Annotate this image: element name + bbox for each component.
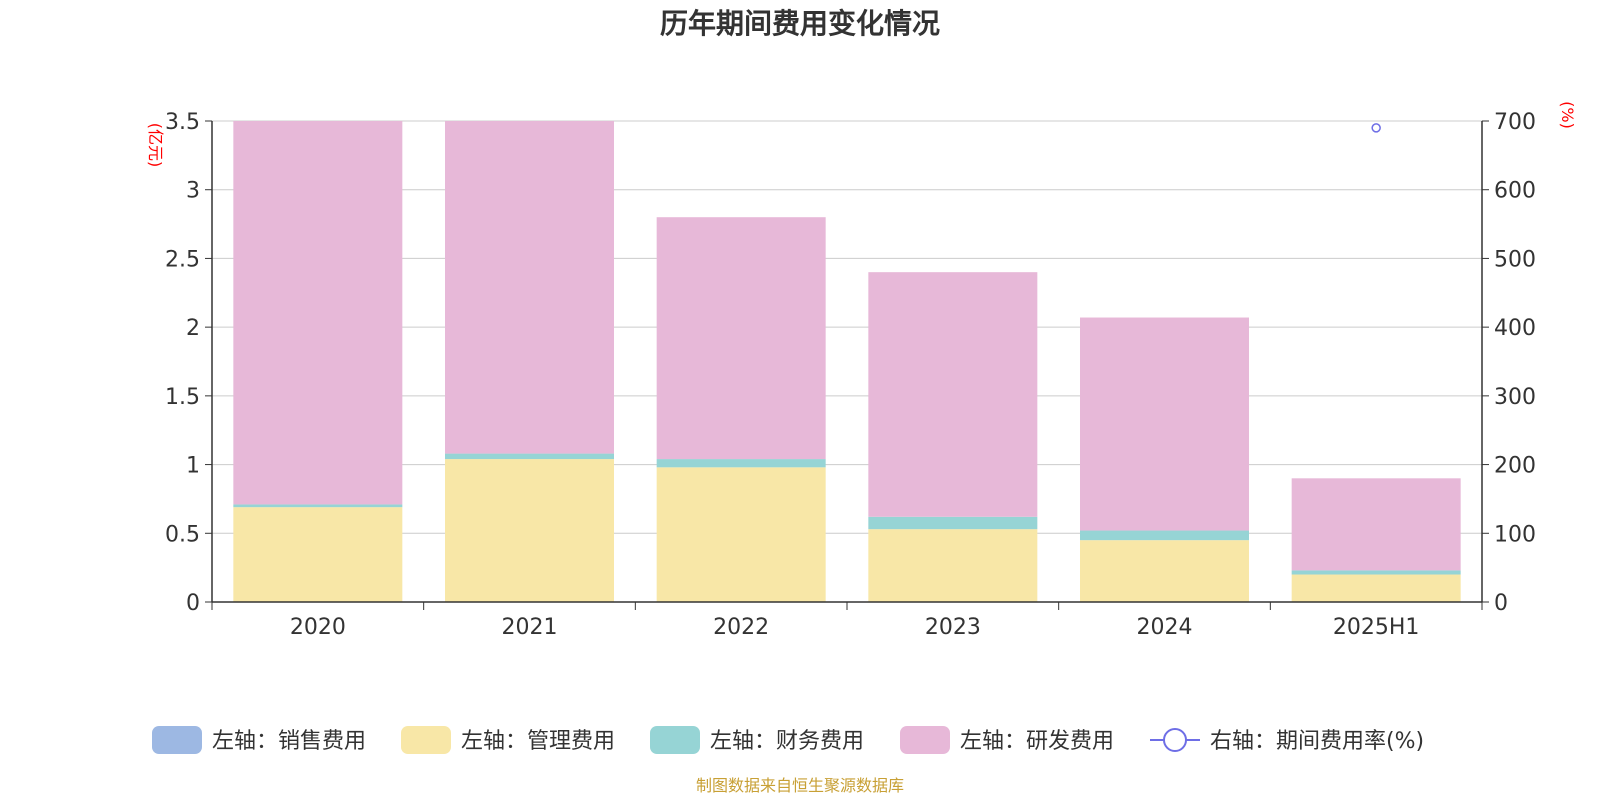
bar-segment [233, 504, 403, 508]
y-left-tick-label: 2 [186, 316, 200, 341]
bar-segment [656, 459, 826, 468]
x-tick-label: 2023 [925, 615, 981, 640]
bar-segment [1080, 540, 1249, 602]
bar-segment [233, 121, 403, 505]
y-left-tick-label: 3.5 [165, 110, 200, 135]
y-left-tick-label: 1 [186, 454, 200, 479]
axes: 0 0.5 1 1.5 2 2.5 3 3.5 0 100 200 300 400 500 600 700 20… [165, 110, 1536, 640]
y-right-tick-label: 300 [1494, 385, 1536, 410]
bar-segment [868, 516, 1038, 530]
legend-label: 左轴：管理费用 [461, 729, 615, 754]
legend-swatch [650, 726, 700, 754]
y-left-tick-label: 0.5 [165, 522, 200, 547]
bar-segment [445, 459, 614, 602]
y-left-tick-label: 2.5 [165, 247, 200, 272]
left-axis-unit: (亿元) [146, 123, 165, 168]
x-tick-label: 2025H1 [1333, 615, 1420, 640]
y-right-tick-label: 400 [1494, 316, 1536, 341]
bar-segment [868, 529, 1038, 602]
y-right-tick-label: 600 [1494, 179, 1536, 204]
x-tick-label: 2020 [290, 615, 346, 640]
legend: 左轴：销售费用 左轴：管理费用 左轴：财务费用 左轴：研发费用 右轴：期间费用率(%) [152, 726, 1424, 754]
legend-marker [1163, 728, 1187, 752]
bar-segment [1291, 478, 1461, 571]
grid [212, 120, 1482, 534]
chart-title: 历年期间费用变化情况 [660, 7, 940, 40]
rate-line [1371, 123, 1381, 133]
legend-label: 左轴：财务费用 [710, 729, 864, 754]
bar-segment [1291, 574, 1461, 602]
y-right-tick-label: 700 [1494, 110, 1536, 135]
y-right-tick-label: 200 [1494, 454, 1536, 479]
x-tick-label: 2021 [502, 615, 558, 640]
bars [233, 121, 1461, 602]
right-axis-unit: (%) [1558, 101, 1577, 129]
legend-label: 左轴：销售费用 [212, 729, 366, 754]
bar-segment [1080, 530, 1249, 541]
legend-swatch [152, 726, 202, 754]
bar-segment [445, 453, 614, 460]
bar-segment [656, 467, 826, 602]
y-right-tick-label: 0 [1494, 591, 1508, 616]
y-left-tick-label: 0 [186, 591, 200, 616]
x-tick-label: 2022 [713, 615, 769, 640]
legend-label: 右轴：期间费用率(%) [1210, 729, 1424, 754]
x-tick-label: 2024 [1137, 615, 1193, 640]
bar-segment [445, 121, 614, 454]
y-right-tick-label: 100 [1494, 522, 1536, 547]
legend-swatch [900, 726, 950, 754]
legend-label: 左轴：研发费用 [960, 729, 1114, 754]
legend-swatch [401, 726, 451, 754]
bar-segment [1291, 570, 1461, 575]
source-note: 制图数据来自恒生聚源数据库 [696, 776, 904, 795]
y-right-tick-label: 500 [1494, 247, 1536, 272]
bar-segment [868, 272, 1038, 517]
y-left-tick-label: 3 [186, 179, 200, 204]
rate-point [1371, 123, 1381, 133]
bar-segment [656, 217, 826, 460]
bar-segment [233, 507, 403, 602]
bar-segment [1080, 317, 1249, 531]
y-left-tick-label: 1.5 [165, 385, 200, 410]
